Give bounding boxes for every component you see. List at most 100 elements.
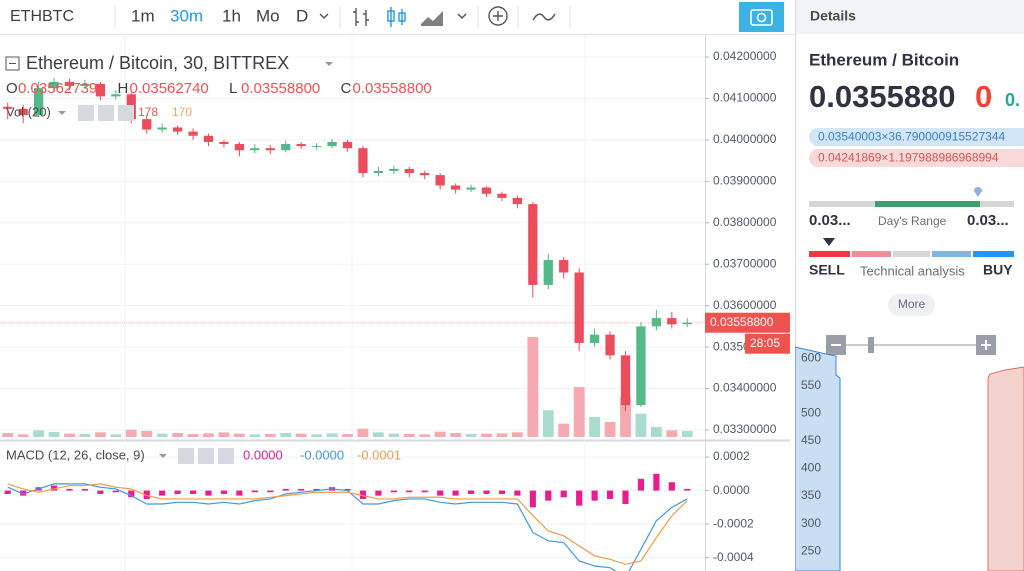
candle-body xyxy=(111,94,121,97)
candle-body xyxy=(157,127,167,130)
chart-type-dropdown[interactable] xyxy=(457,13,467,20)
interval-active[interactable]: 30m xyxy=(170,6,203,25)
histogram-bar xyxy=(529,490,536,508)
rating-segment xyxy=(932,251,971,257)
details-panel: Details Ethereum / Bitcoin 0.0355880 0 0… xyxy=(795,0,1024,571)
volume xyxy=(2,337,693,437)
more-button[interactable] xyxy=(888,294,935,316)
histogram-bar xyxy=(514,490,521,496)
y-tick-label: 0.0000 xyxy=(713,483,750,497)
candle-body xyxy=(64,81,75,87)
volume-bar xyxy=(48,432,60,437)
buy-label: BUY xyxy=(983,262,1013,278)
interval[interactable]: Mo xyxy=(256,6,280,25)
volume-bar xyxy=(573,387,585,437)
eye-button[interactable] xyxy=(178,448,194,464)
interval[interactable]: 1m xyxy=(131,6,155,25)
macd-dropdown[interactable] xyxy=(159,454,167,458)
ohlc-key: L xyxy=(229,80,237,97)
bars-icon[interactable] xyxy=(353,8,369,26)
candle-body xyxy=(636,326,646,406)
title-dropdown[interactable] xyxy=(325,62,333,66)
macd-axis: 0.0002 0.0000 -0.0002 -0.0004 xyxy=(705,449,754,564)
y-tick-label: 0.03300000 xyxy=(713,422,777,436)
histogram-bar xyxy=(344,488,351,491)
candle-body xyxy=(172,127,183,132)
interval[interactable]: D xyxy=(296,6,308,25)
ohlc-value: 0.03562740 xyxy=(130,80,209,97)
histogram-bar xyxy=(653,473,660,491)
depth-tick-label: 450 xyxy=(801,433,821,447)
volume-bar xyxy=(527,337,539,437)
candle-body xyxy=(404,168,414,174)
candle-body xyxy=(373,170,384,174)
candle-body xyxy=(528,204,538,285)
interval[interactable]: 1h xyxy=(222,6,241,25)
macd-line xyxy=(7,483,688,571)
histogram-bar xyxy=(390,490,397,493)
symbol[interactable]: ETHBTC xyxy=(10,8,74,25)
candle-body xyxy=(543,260,553,285)
settings-button[interactable] xyxy=(98,105,114,121)
candle-body xyxy=(481,187,492,194)
volume-value: 178 xyxy=(138,105,158,119)
price-tail: 0 xyxy=(975,79,992,114)
countdown-box xyxy=(745,333,790,354)
compare-icon[interactable] xyxy=(532,13,556,21)
candle-body xyxy=(219,141,229,145)
more-label[interactable]: More xyxy=(898,297,926,311)
candle-body xyxy=(234,144,245,151)
histogram-bar xyxy=(452,490,459,496)
zoom-knob[interactable] xyxy=(868,337,874,353)
histogram-bar xyxy=(174,490,181,494)
volume-bar xyxy=(450,433,462,437)
histogram-bar xyxy=(483,490,490,494)
volume-bar xyxy=(33,430,45,437)
histogram-bar xyxy=(467,490,475,494)
macd-title: MACD (12, 26, close, 9) xyxy=(6,447,145,462)
histogram-bar xyxy=(282,488,289,491)
rating-segment xyxy=(893,251,930,257)
indicator-button[interactable] xyxy=(488,6,508,26)
volume-bar xyxy=(326,433,338,437)
candle-body xyxy=(142,119,152,130)
interval-dropdown[interactable] xyxy=(319,13,329,20)
depth-asks xyxy=(987,366,1024,571)
volume-bar xyxy=(620,397,631,437)
candle-body xyxy=(620,355,631,406)
volume-bar xyxy=(511,432,523,437)
volume-bar xyxy=(233,433,245,437)
y-tick-label: 0.03900000 xyxy=(713,174,777,188)
camera-lens xyxy=(756,12,767,23)
candle-body xyxy=(250,148,260,151)
histogram-bar xyxy=(50,485,58,491)
candle-body xyxy=(466,187,476,190)
candle-body xyxy=(342,141,353,149)
area-icon[interactable] xyxy=(421,11,443,26)
volume-bar xyxy=(635,413,647,437)
snapshot-button[interactable] xyxy=(739,2,784,32)
eye-button[interactable] xyxy=(78,105,94,121)
histogram-bar xyxy=(622,490,629,504)
macd-grid xyxy=(0,456,705,559)
settings-button[interactable] xyxy=(198,448,214,464)
histogram-bar xyxy=(375,490,382,496)
depth-tick-label: 600 xyxy=(801,350,821,364)
analysis-label[interactable]: Technical analysis xyxy=(860,263,965,278)
range-bar xyxy=(809,201,875,207)
range-bar xyxy=(875,201,980,207)
depth-axis: 600 550 500 450 400 350 300 250 xyxy=(801,350,821,557)
candle-body xyxy=(589,334,600,343)
remove-button[interactable] xyxy=(218,448,234,464)
volume-bar xyxy=(589,417,601,437)
volume-bar xyxy=(604,422,616,437)
remove-button[interactable] xyxy=(118,105,134,121)
histogram-bar xyxy=(189,490,197,494)
histogram-bar xyxy=(668,482,675,491)
volume-dropdown[interactable] xyxy=(58,111,66,115)
last-price-label: 0.03558800 xyxy=(710,315,774,329)
histogram-bar xyxy=(236,490,243,496)
candles-icon-body xyxy=(387,10,395,22)
